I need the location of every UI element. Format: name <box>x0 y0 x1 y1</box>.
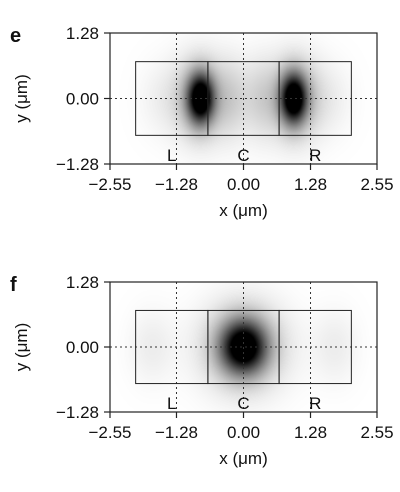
waveguide-label-C: C <box>237 146 249 165</box>
waveguide-label-L: L <box>167 146 176 165</box>
panel-e: L C R−2.55 −1.28 0.00 1.28 2.551.280.00−1.28x … <box>10 24 394 220</box>
y-axis-title: y (μm) <box>12 74 31 123</box>
waveguide-label-R: R <box>309 146 321 165</box>
x-tick-label: 2.55 <box>360 175 393 194</box>
y-tick-label: −1.28 <box>56 155 99 174</box>
panel-letter: f <box>10 274 17 296</box>
waveguide-R <box>278 309 352 385</box>
waveguide-label-C: C <box>237 394 249 413</box>
y-tick-label: 1.28 <box>66 273 99 292</box>
x-tick-label: 0.00 <box>227 423 260 442</box>
x-tick-label: 1.28 <box>294 175 327 194</box>
y-axis-title: y (μm) <box>12 323 31 372</box>
x-tick-label: −2.55 <box>88 423 131 442</box>
x-tick-label: 0.00 <box>227 175 260 194</box>
y-tick-label: 1.28 <box>66 24 99 43</box>
panel-f: L C R−2.55 −1.28 0.00 1.28 2.551.280.00−1.28x … <box>10 273 394 468</box>
x-tick-label: 1.28 <box>294 423 327 442</box>
waveguide-R <box>278 61 352 136</box>
waveguide-label-R: R <box>309 394 321 413</box>
x-tick-label: −1.28 <box>155 175 198 194</box>
x-axis-title: x (μm) <box>219 201 268 220</box>
y-tick-label: −1.28 <box>56 403 99 422</box>
y-tick-label: 0.00 <box>66 90 99 109</box>
waveguide-label-L: L <box>167 394 176 413</box>
panel-letter: e <box>10 25 21 47</box>
x-tick-label: −2.55 <box>88 175 131 194</box>
y-tick-label: 0.00 <box>66 338 99 357</box>
x-axis-title: x (μm) <box>219 449 268 468</box>
x-tick-label: 2.55 <box>360 423 393 442</box>
x-tick-label: −1.28 <box>155 423 198 442</box>
